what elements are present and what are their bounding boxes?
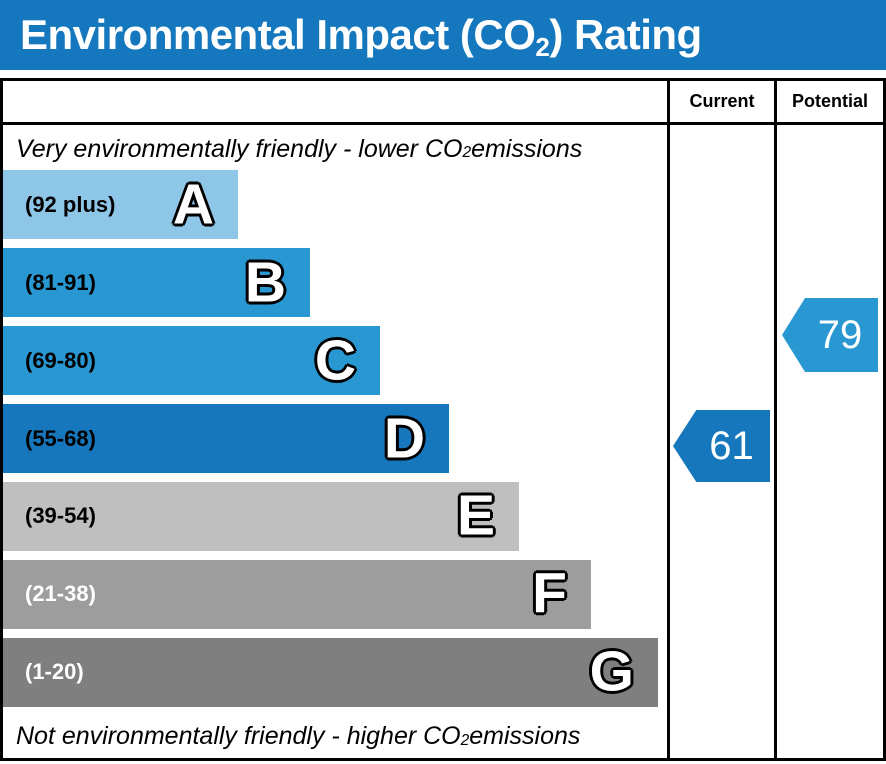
band-b: (81-91) B bbox=[3, 248, 310, 318]
band-d-letter: D bbox=[383, 406, 425, 470]
top-note: Very environmentally friendly - lower CO… bbox=[3, 128, 667, 170]
band-c-letter: C bbox=[314, 328, 356, 393]
rating-table: Current Potential Very environmentally f… bbox=[0, 78, 886, 761]
band-e-letter: E bbox=[456, 483, 495, 548]
potential-rating-value: 79 bbox=[817, 312, 863, 357]
band-a-letter: A bbox=[172, 172, 214, 237]
band-f-letter: F bbox=[532, 561, 567, 626]
chart-title: Environmental Impact (CO2) Rating bbox=[20, 11, 702, 63]
band-b-letter: B bbox=[244, 250, 286, 315]
band-e-range: (39-54) bbox=[25, 503, 96, 529]
band-f-range: (21-38) bbox=[25, 581, 96, 607]
band-c: (69-80) C bbox=[3, 326, 380, 396]
chart-title-text: Environmental Impact (CO bbox=[20, 11, 536, 58]
band-a-range: (92 plus) bbox=[25, 191, 116, 217]
bottom-note-subscript: 2 bbox=[460, 732, 470, 750]
potential-column-header: Potential bbox=[791, 91, 868, 111]
current-column-header: Current bbox=[689, 91, 755, 111]
chart-title-suffix: ) Rating bbox=[549, 11, 702, 58]
band-f: (21-38) F bbox=[3, 559, 591, 629]
chart-title-subscript: 2 bbox=[535, 32, 550, 63]
band-d-range: (55-68) bbox=[25, 425, 96, 451]
top-note-subscript: 2 bbox=[462, 144, 472, 162]
band-g-letter: G bbox=[589, 639, 634, 704]
chart-title-bar: Environmental Impact (CO2) Rating bbox=[0, 0, 886, 70]
band-g: (1-20) G bbox=[3, 637, 658, 707]
band-c-range: (69-80) bbox=[25, 347, 96, 373]
band-e: (39-54) E bbox=[3, 481, 519, 551]
top-note-text: Very environmentally friendly - lower CO bbox=[16, 134, 463, 163]
band-a: (92 plus) A bbox=[3, 170, 238, 240]
current-potential-divider bbox=[774, 81, 777, 758]
bottom-note: Not environmentally friendly - higher CO… bbox=[3, 716, 667, 758]
bottom-note-text: Not environmentally friendly - higher CO bbox=[16, 722, 461, 751]
potential-rating-arrow: 79 bbox=[782, 298, 878, 372]
header-row-divider bbox=[3, 122, 883, 125]
band-d: (55-68) D bbox=[3, 404, 449, 473]
current-rating-value: 61 bbox=[709, 423, 754, 468]
band-b-range: (81-91) bbox=[25, 269, 96, 295]
current-rating-arrow: 61 bbox=[673, 410, 770, 482]
rating-scale-column: Very environmentally friendly - lower CO… bbox=[3, 128, 667, 758]
bottom-note-suffix: emissions bbox=[469, 722, 581, 751]
main-current-divider bbox=[667, 81, 670, 758]
top-note-suffix: emissions bbox=[471, 134, 583, 163]
band-g-range: (1-20) bbox=[25, 659, 84, 685]
